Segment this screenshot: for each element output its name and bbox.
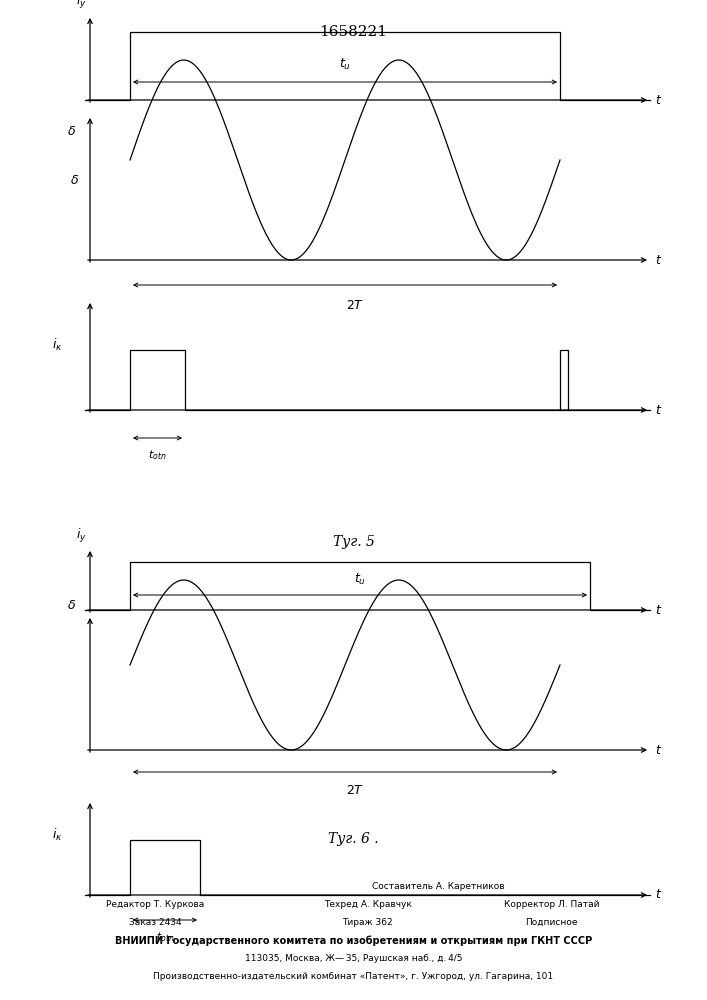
Text: Тираж 362: Тираж 362 [342, 918, 393, 927]
Text: $t$: $t$ [655, 888, 662, 902]
Text: $t_{\mathit{otn}}$: $t_{\mathit{otn}}$ [156, 930, 175, 944]
Text: $t_u$: $t_u$ [354, 572, 366, 587]
Text: $i_\kappa$: $i_\kappa$ [52, 827, 63, 843]
Text: 1658221: 1658221 [320, 25, 387, 39]
Text: Заказ 2434: Заказ 2434 [129, 918, 182, 927]
Text: Τуг. 5: Τуг. 5 [332, 535, 375, 549]
Text: Производственно-издательский комбинат «Патент», г. Ужгород, ул. Гагарина, 101: Производственно-издательский комбинат «П… [153, 972, 554, 981]
Text: $t_{\mathit{otn}}$: $t_{\mathit{otn}}$ [148, 448, 167, 462]
Text: $t$: $t$ [655, 94, 662, 106]
Text: $t$: $t$ [655, 253, 662, 266]
Text: $i_y$: $i_y$ [76, 527, 87, 545]
Text: $i_y$: $i_y$ [76, 0, 87, 11]
Text: $\delta$: $\delta$ [67, 599, 76, 612]
Text: $t$: $t$ [655, 603, 662, 616]
Text: Τуг. 6 .: Τуг. 6 . [328, 832, 379, 846]
Text: $\delta$: $\delta$ [67, 125, 76, 138]
Text: $t$: $t$ [655, 744, 662, 756]
Text: Техред А. Кравчук: Техред А. Кравчук [324, 900, 411, 909]
Text: $\delta$: $\delta$ [71, 174, 79, 186]
Text: 113035, Москва, Ж— 35, Раушская наб., д. 4/5: 113035, Москва, Ж— 35, Раушская наб., д.… [245, 954, 462, 963]
Text: $t_u$: $t_u$ [339, 57, 351, 72]
Text: Корректор Л. Патай: Корректор Л. Патай [503, 900, 600, 909]
Text: Редактор Т. Куркова: Редактор Т. Куркова [107, 900, 204, 909]
Text: $2T$: $2T$ [346, 784, 364, 797]
Text: $t$: $t$ [655, 403, 662, 416]
Text: $2T$: $2T$ [346, 299, 364, 312]
Text: ВНИИПИ Государственного комитета по изобретениям и открытиям при ГКНТ СССР: ВНИИПИ Государственного комитета по изоб… [115, 936, 592, 946]
Text: Составитель А. Каретников: Составитель А. Каретников [372, 882, 505, 891]
Text: Подписное: Подписное [525, 918, 578, 927]
Text: $i_\kappa$: $i_\kappa$ [52, 337, 63, 353]
